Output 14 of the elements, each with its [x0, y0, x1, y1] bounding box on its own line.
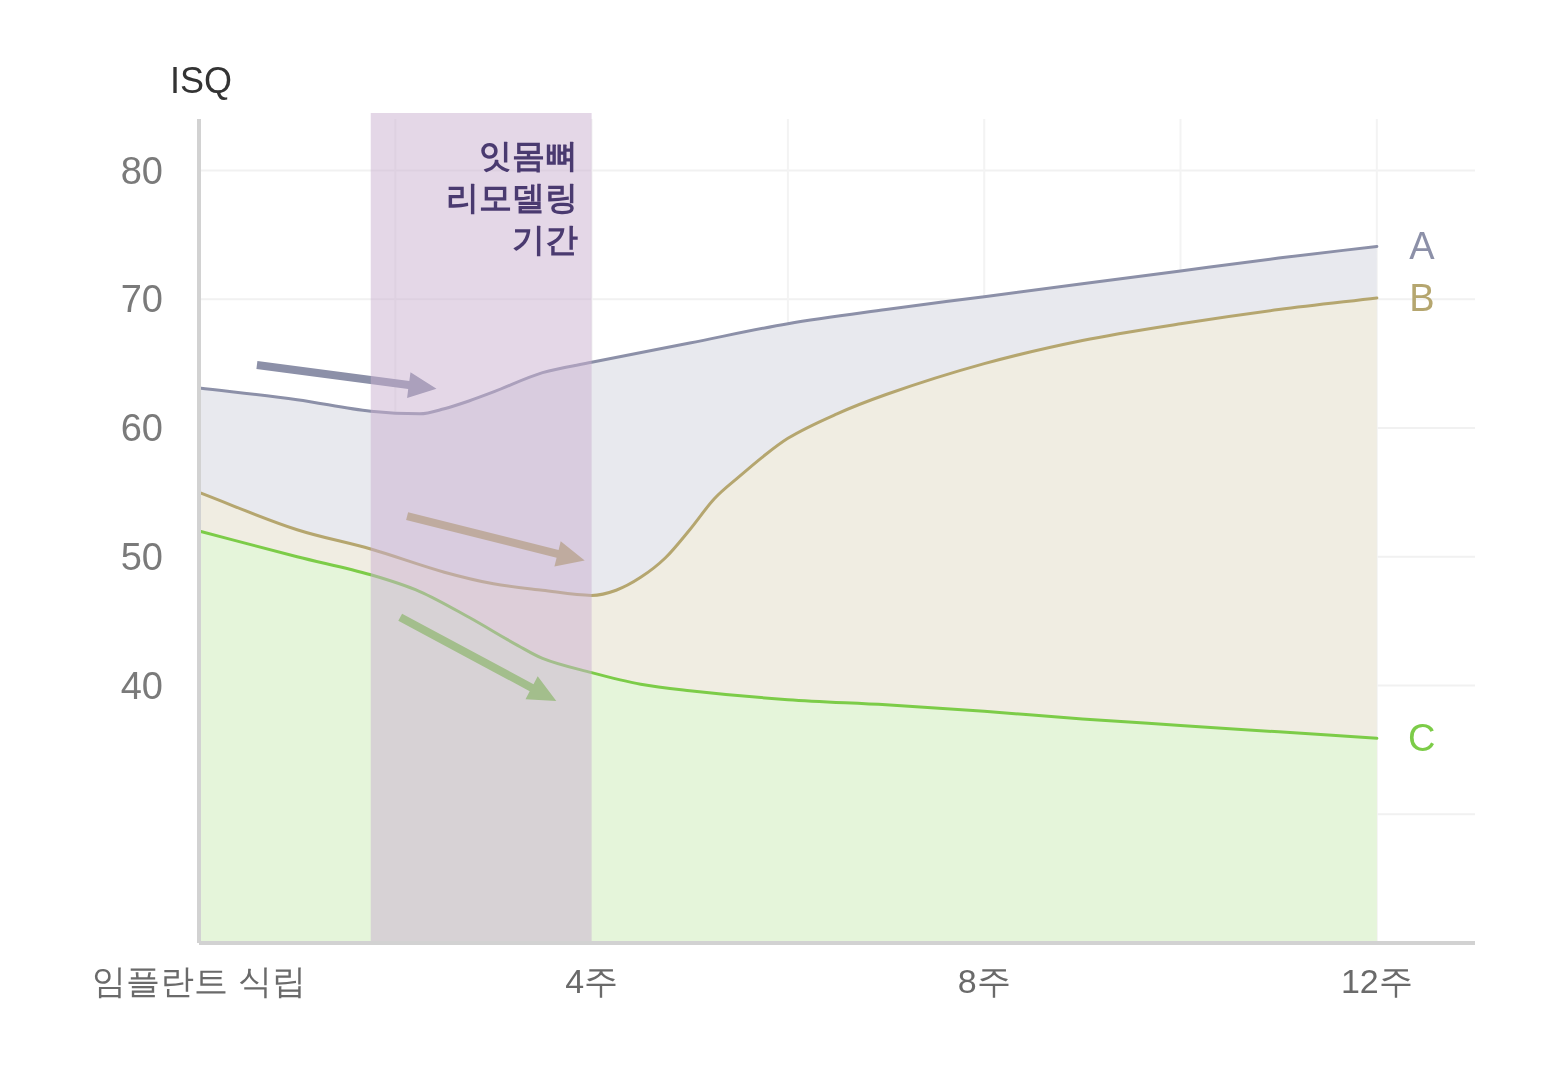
y-tick-label: 80: [120, 149, 163, 192]
x-tick-label: 임플란트 식립: [92, 962, 306, 1000]
series-label: B: [1409, 276, 1435, 319]
y-tick-label: 50: [120, 535, 163, 578]
y-tick-label: 40: [120, 664, 163, 707]
band-label: 잇몸뼈 리모델링 기간: [445, 137, 578, 258]
series-label: C: [1408, 717, 1436, 760]
x-tick-label: 8주: [957, 962, 1011, 1000]
series-label: A: [1409, 225, 1435, 268]
x-tick-label: 4주: [565, 962, 619, 1000]
y-tick-label: 60: [120, 407, 163, 449]
y-axis-title: ISQ: [169, 60, 233, 101]
y-tick-label: 70: [120, 278, 163, 321]
x-tick-label: 12주: [1340, 962, 1413, 1000]
